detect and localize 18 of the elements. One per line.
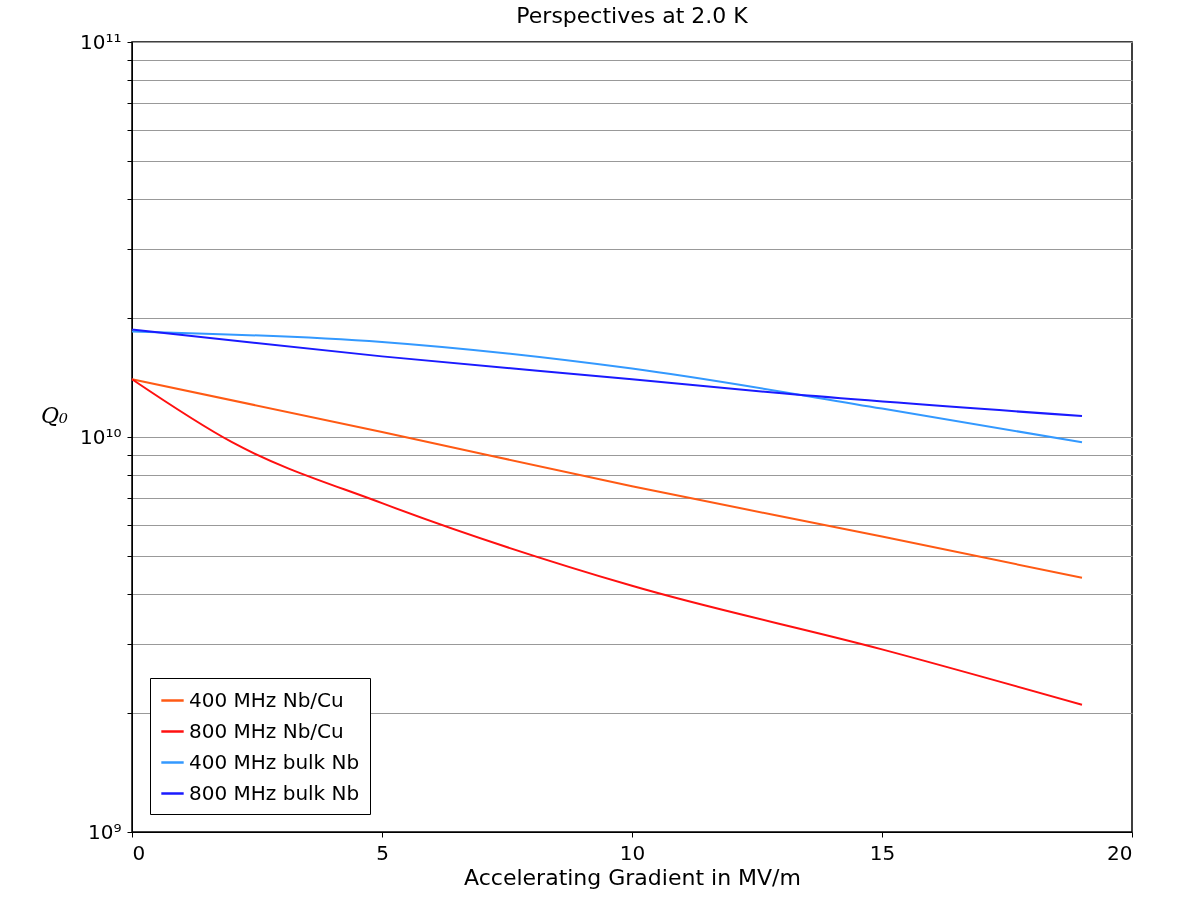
legend-label: 400 MHz Nb/Cu (189, 687, 344, 712)
x-tick-label: 10 (619, 840, 646, 865)
x-tick-label: 20 (1107, 840, 1133, 865)
x-tick-label: 15 (869, 840, 896, 865)
legend-label: 800 MHz bulk Nb (189, 780, 360, 805)
x-tick-label: 5 (376, 840, 389, 865)
line-series (131, 330, 1083, 444)
y-tick-label: 10¹⁰ (80, 424, 122, 449)
legend-label: 800 MHz Nb/Cu (189, 718, 344, 743)
line-series (131, 378, 1083, 579)
x-tick-label: 0 (132, 840, 146, 865)
legend-label: 400 MHz bulk Nb (189, 749, 360, 774)
line-series (131, 328, 1083, 418)
y-axis-title: Q₀ (41, 402, 69, 428)
chart-title: Perspectives at 2.0 K (516, 3, 749, 28)
x-axis-title: Accelerating Gradient in MV/m (464, 864, 801, 890)
y-tick-label: 10¹¹ (80, 29, 122, 54)
y-tick-label: 10⁹ (88, 819, 122, 844)
